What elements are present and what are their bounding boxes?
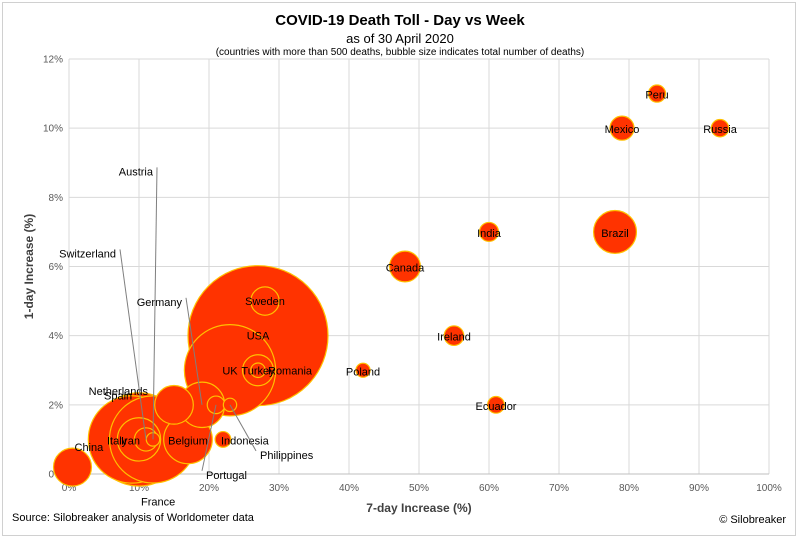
point-label-italy: Italy <box>107 435 128 447</box>
source-note: Source: Silobreaker analysis of Worldome… <box>12 512 254 524</box>
x-tick-label: 30% <box>269 483 289 494</box>
x-tick-label: 20% <box>199 483 219 494</box>
point-label-netherlands: Netherlands <box>89 386 149 398</box>
x-tick-label: 90% <box>689 483 709 494</box>
point-label-indonesia: Indonesia <box>221 435 270 447</box>
point-label-india: India <box>477 228 502 240</box>
point-label-china: China <box>75 442 105 454</box>
point-label-mexico: Mexico <box>605 124 640 136</box>
point-label-canada: Canada <box>386 263 425 275</box>
x-tick-label: 10% <box>129 483 149 494</box>
bubble-ecuador <box>487 395 505 414</box>
bubble-mexico <box>609 115 635 141</box>
point-label-spain: Spain <box>104 390 132 402</box>
point-label-france: France <box>141 496 175 508</box>
bubble-romania <box>250 362 266 379</box>
point-label-germany: Germany <box>137 297 183 309</box>
point-label-usa: USA <box>247 331 270 343</box>
point-label-sweden: Sweden <box>245 296 285 308</box>
y-tick-label: 2% <box>49 400 64 411</box>
x-tick-label: 50% <box>409 483 429 494</box>
point-label-poland: Poland <box>346 366 380 378</box>
point-label-portugal: Portugal <box>206 470 247 482</box>
y-tick-label: 6% <box>49 262 64 273</box>
point-label-ireland: Ireland <box>437 332 471 344</box>
point-label-russia: Russia <box>703 124 738 136</box>
chart-subtitle: as of 30 April 2020 <box>346 31 454 46</box>
leader-line-austria <box>152 167 158 440</box>
bubble-indonesia <box>214 430 232 448</box>
point-label-philippines: Philippines <box>260 450 314 462</box>
y-axis-title: 1-day Increase (%) <box>22 214 36 319</box>
point-label-brazil: Brazil <box>601 228 629 240</box>
point-label-turkey: Turkey <box>241 365 275 377</box>
y-tick-label: 8% <box>49 193 64 204</box>
chart-title: COVID-19 Death Toll - Day vs Week <box>275 12 525 29</box>
point-label-switzerland: Switzerland <box>59 248 116 260</box>
x-tick-label: 0% <box>62 483 77 494</box>
leader-line-philippines <box>229 404 257 452</box>
x-tick-label: 60% <box>479 483 499 494</box>
bubble-canada <box>389 250 421 283</box>
leader-line-switzerland <box>119 249 147 440</box>
point-label-ecuador: Ecuador <box>476 401 517 413</box>
x-tick-label: 40% <box>339 483 359 494</box>
point-label-uk: UK <box>222 365 238 377</box>
y-tick-label: 10% <box>43 124 63 135</box>
x-tick-label: 70% <box>549 483 569 494</box>
x-tick-label: 80% <box>619 483 639 494</box>
bubble-poland <box>355 362 371 378</box>
point-label-iran: Iran <box>121 435 140 447</box>
copyright-note: © Silobreaker <box>719 514 786 526</box>
bubble-netherlands <box>154 384 194 425</box>
bubble-china <box>52 447 93 487</box>
point-label-belgium: Belgium <box>168 435 208 447</box>
bubble-india <box>478 221 500 242</box>
y-tick-label: 4% <box>49 331 64 342</box>
bubble-peru <box>647 84 667 103</box>
x-tick-label: 100% <box>756 483 782 494</box>
point-label-romania: Romania <box>268 365 313 377</box>
leader-line-germany <box>185 297 203 405</box>
bubble-russia <box>710 118 730 138</box>
chart-note: (countries with more than 500 deaths, bu… <box>215 47 585 58</box>
leader-line-portugal <box>201 404 217 471</box>
bubble-sweden <box>250 286 280 316</box>
bubble-ireland <box>443 325 465 347</box>
bubble-brazil <box>592 209 638 254</box>
point-label-peru: Peru <box>645 90 668 102</box>
y-tick-label: 12% <box>43 55 63 66</box>
point-label-austria: Austria <box>119 166 154 178</box>
x-axis-title: 7-day Increase (%) <box>366 501 471 515</box>
